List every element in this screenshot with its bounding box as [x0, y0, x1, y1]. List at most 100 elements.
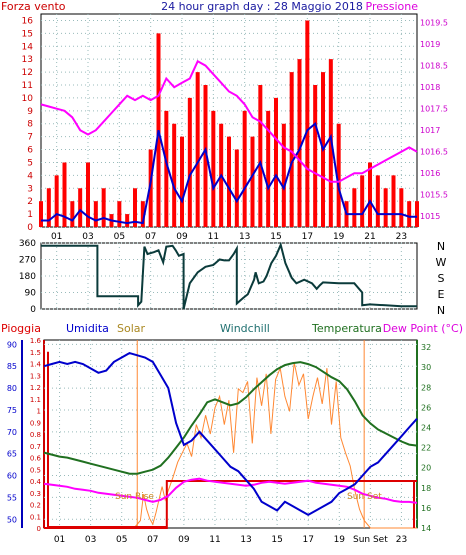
x-tick-label-wind: 09	[176, 232, 188, 242]
legend-umidita: Umidita	[66, 322, 109, 335]
compass-label-w: W	[436, 256, 447, 269]
x-tick-label-temp: 09	[178, 535, 190, 545]
x-tick-label-wind: 03	[82, 232, 93, 242]
y-tick-label-temperature: 26	[421, 403, 431, 412]
y-tick-label-wind: 7	[27, 133, 33, 143]
legend-windchill: Windchill	[220, 322, 270, 335]
y-tick-label-temperature: 16	[421, 504, 431, 513]
y-tick-label-pressure: 1016	[420, 169, 440, 178]
compass-label-n-bottom: N	[437, 304, 445, 317]
y-tick-label-pioggia: 0.6	[30, 455, 42, 463]
y-tick-label-pressure: 1018	[420, 83, 440, 92]
x-tick-label-temp: 03	[85, 535, 96, 545]
y-tick-label-wind: 9	[27, 107, 33, 117]
y-tick-label-wind: 0	[27, 223, 33, 233]
x-tick-label-temp: 05	[116, 535, 127, 545]
y-tick-label-pioggia: 1.3	[30, 372, 41, 380]
y-tick-label-pioggia: 1.4	[30, 361, 42, 369]
x-tick-label-temp: 13	[240, 535, 251, 545]
y-tick-label-wind: 11	[22, 81, 33, 91]
y-tick-label-umidita: 85	[7, 362, 17, 371]
chart-title: 24 hour graph day : 28 Maggio 2018	[161, 0, 363, 13]
compass-labels: N W S E N	[436, 240, 447, 317]
y-tick-label-wind: 6	[27, 146, 33, 156]
y-tick-label-pioggia: 0.2	[30, 502, 41, 510]
y-tick-label-wind: 2	[27, 197, 33, 207]
y-tick-label-wind: 4	[27, 171, 33, 181]
y-tick-label-umidita: 65	[7, 450, 17, 459]
x-tick-label-wind: 13	[239, 232, 250, 242]
x-tick-label-wind: 19	[333, 232, 345, 242]
compass-label-s: S	[438, 272, 445, 285]
y-tick-label-direction: 270	[19, 256, 36, 266]
y-tick-label-pioggia: 0.7	[30, 443, 41, 451]
y-tick-label-direction: 90	[25, 289, 37, 299]
y-tick-label-wind: 10	[22, 94, 34, 104]
y-tick-label-umidita: 50	[7, 515, 17, 524]
x-tick-label-temp: 15	[271, 535, 282, 545]
compass-label-n-top: N	[437, 240, 445, 253]
axis-labels: 01 03 05 07 09 11 13 15 17 19 21 230123456789101112…	[7, 16, 448, 545]
y-tick-label-pioggia: 0.8	[30, 431, 41, 439]
y-tick-label-wind: 16	[22, 16, 34, 26]
y-tick-label-temperature: 28	[421, 383, 431, 392]
x-tick-label-temp: Sun Set	[353, 535, 388, 545]
x-tick-label-wind: 01	[51, 232, 62, 242]
y-tick-label-direction: 360	[19, 239, 36, 249]
legend-row: Pioggia Umidita Solar Windchill Temperat…	[1, 322, 463, 335]
y-tick-label-wind: 8	[27, 120, 33, 130]
x-tick-label-wind: 05	[114, 232, 125, 242]
legend-dew-point: Dew Point (°C)	[383, 322, 463, 335]
y-tick-label-pioggia: 1.6	[30, 337, 42, 345]
y-tick-label-pressure: 1019.5	[420, 19, 448, 28]
annotation-sun-set: Sun Set	[347, 492, 382, 502]
x-tick-label-temp: 11	[209, 535, 220, 545]
annotation-sun-rise: Sun Rise	[115, 492, 154, 502]
y-tick-label-direction: 0	[30, 305, 36, 315]
y-tick-label-umidita: 60	[7, 472, 17, 481]
y-tick-label-pioggia: 0.4	[30, 478, 42, 486]
y-tick-label-umidita: 90	[7, 340, 17, 349]
x-tick-label-temp: 07	[147, 535, 158, 545]
x-tick-label-temp: 19	[334, 535, 346, 545]
y-tick-label-pioggia: 0.9	[30, 419, 41, 427]
y-tick-label-pioggia: 0.5	[30, 466, 41, 474]
legend-solar: Solar	[117, 322, 146, 335]
y-tick-label-temperature: 30	[421, 363, 431, 372]
x-tick-label-wind: 23	[396, 232, 407, 242]
x-tick-label-temp: 17	[302, 535, 313, 545]
label-forza-vento: Forza vento	[1, 0, 66, 13]
y-tick-label-temperature: 18	[421, 484, 431, 493]
x-tick-label-wind: 15	[270, 232, 281, 242]
y-tick-label-direction: 180	[19, 272, 36, 282]
x-tick-label-wind: 21	[364, 232, 375, 242]
y-tick-label-pressure: 1016.5	[420, 148, 448, 157]
y-tick-label-pressure: 1017	[420, 126, 440, 135]
x-tick-label-wind: 11	[208, 232, 219, 242]
series-dew-point-line	[43, 477, 418, 504]
y-tick-label-wind: 13	[22, 55, 33, 65]
y-tick-label-temperature: 22	[421, 444, 431, 453]
y-tick-label-temperature: 14	[421, 524, 431, 533]
y-tick-label-pioggia: 0	[37, 525, 41, 533]
y-tick-label-temperature: 32	[421, 343, 431, 352]
y-tick-label-pressure: 1018.5	[420, 62, 448, 71]
y-tick-label-pressure: 1015	[420, 212, 440, 221]
y-tick-label-pioggia: 1	[37, 408, 41, 416]
y-tick-label-pioggia: 0.1	[30, 513, 41, 521]
label-pressione: Pressione	[366, 0, 419, 13]
y-tick-label-pressure: 1015.5	[420, 191, 448, 200]
y-tick-label-pioggia: 1.2	[30, 384, 41, 392]
y-tick-label-wind: 5	[27, 158, 33, 168]
y-tick-label-umidita: 75	[7, 406, 17, 415]
x-tick-label-wind: 07	[145, 232, 156, 242]
y-tick-label-pioggia: 1.1	[30, 396, 41, 404]
y-tick-label-pioggia: 0.3	[30, 490, 41, 498]
legend-pioggia: Pioggia	[1, 322, 41, 335]
y-tick-label-wind: 1	[27, 210, 33, 220]
y-tick-label-temperature: 20	[421, 464, 431, 473]
y-tick-label-wind: 12	[22, 68, 33, 78]
y-tick-label-umidita: 70	[7, 428, 17, 437]
y-tick-label-pressure: 1017.5	[420, 105, 448, 114]
x-tick-label-temp: 23	[396, 535, 407, 545]
